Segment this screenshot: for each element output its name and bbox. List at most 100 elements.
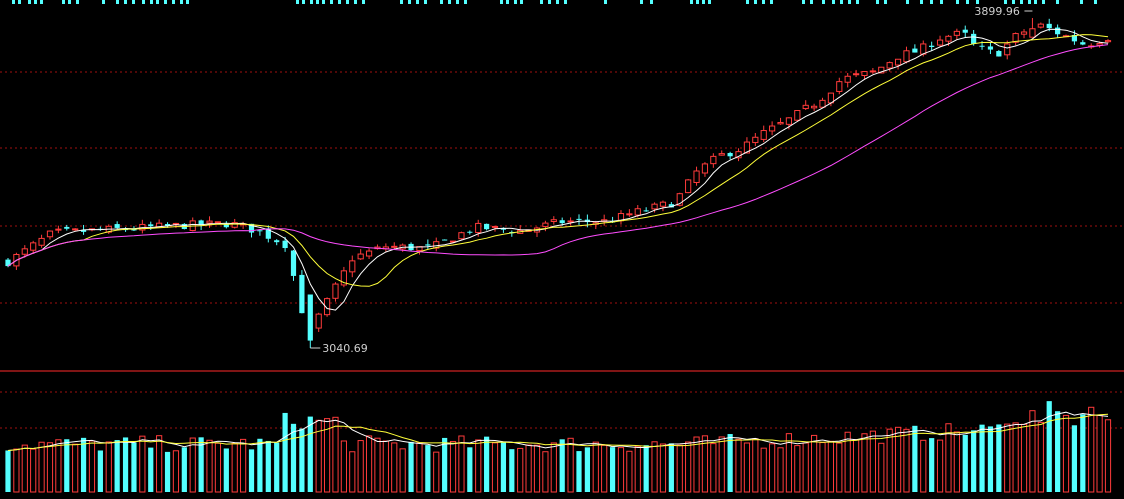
volume-bar-up (21, 444, 28, 493)
event-marker (156, 0, 159, 4)
candle-body-up (676, 193, 683, 206)
volume-bar-down (609, 447, 616, 492)
volume-bar-down (467, 447, 473, 492)
candle-body-down (987, 46, 994, 50)
volume-ma-lines (7, 411, 1109, 451)
candle-body-down (442, 239, 448, 241)
volume-bar-up (517, 447, 524, 493)
volume-bar-up (903, 428, 910, 493)
candle-body-down (80, 229, 87, 232)
event-marker (354, 0, 357, 4)
volume-bar-up (533, 444, 541, 493)
candle-body-up (861, 71, 868, 77)
volume-bar-up (240, 438, 247, 493)
volume-bar-down (1055, 411, 1061, 492)
candle-body-down (290, 250, 297, 276)
event-marker (650, 0, 653, 4)
candle-body-up (349, 260, 356, 273)
volume-bar-down (971, 430, 977, 492)
event-marker (966, 0, 969, 4)
volume-bar-up (55, 439, 62, 493)
volume-bar-up (13, 448, 20, 493)
volume-bar-up (827, 440, 835, 493)
ma-long-line (7, 44, 1109, 267)
event-marker (746, 0, 749, 4)
volume-bar-down (509, 449, 515, 492)
candle-body-up (626, 213, 633, 216)
event-marker (456, 0, 459, 4)
event-marker (1094, 0, 1097, 4)
event-marker (884, 0, 887, 4)
volume-bar-up (651, 441, 658, 493)
volume-bar-up (769, 443, 776, 493)
event-marker (330, 0, 333, 4)
candle-body-up (701, 163, 709, 174)
volume-bar-up (231, 442, 238, 493)
event-marker (556, 0, 559, 4)
volume-ma-long-line (7, 413, 1109, 451)
candle-body-down (500, 228, 507, 230)
candle-body-down (727, 153, 733, 157)
volume-bar-up (382, 440, 389, 493)
volume-bar-down (274, 442, 280, 492)
candle-body-up (886, 62, 893, 69)
volume-bar-up (1062, 414, 1070, 493)
event-marker (540, 0, 543, 4)
volume-bar-up (172, 450, 180, 493)
volume-bar-up (836, 442, 843, 493)
candle-body-up (206, 220, 213, 224)
candle-body-down (929, 45, 935, 47)
volume-bar-up (1012, 422, 1019, 493)
candle-body-up (55, 228, 62, 231)
candle-body-up (903, 50, 910, 63)
candle-body-up (811, 105, 818, 109)
event-marker (956, 0, 959, 4)
event-marker (132, 0, 135, 4)
volume-bar-up (710, 443, 717, 493)
candle-body-up (659, 201, 667, 207)
event-marker (400, 0, 403, 4)
event-marker (164, 0, 167, 4)
event-marker (690, 0, 693, 4)
volume-bar-up (525, 444, 532, 493)
candle-body-up (936, 39, 944, 46)
event-marker (920, 0, 923, 4)
candle-body-up (819, 99, 826, 108)
candle-body-up (491, 225, 499, 228)
volume-bar-down (584, 447, 590, 492)
candle-body-up (794, 110, 801, 121)
candle-body-up (710, 155, 717, 165)
candle-body-down (979, 45, 985, 47)
volume-bar-up (374, 437, 381, 493)
volume-bar-up (156, 435, 163, 493)
candle-body-up (945, 35, 952, 42)
volume-bar-down (996, 424, 1002, 492)
event-marker (520, 0, 523, 4)
volume-bar-up (206, 439, 213, 493)
volume-bar-up (567, 437, 574, 493)
high-price-label: 3899.96 (974, 5, 1020, 18)
candle-body-down (164, 223, 171, 226)
ma-short-line (7, 28, 1109, 311)
candle-body-down (576, 218, 582, 220)
candle-body-up (634, 208, 641, 216)
candle-body-down (425, 244, 431, 246)
event-marker (770, 0, 773, 4)
event-marker (464, 0, 467, 4)
volume-bar-down (64, 439, 70, 492)
candle-body-up (1104, 40, 1112, 43)
volume-bar-down (181, 447, 187, 492)
event-marker (1004, 0, 1007, 4)
candle-body-up (550, 219, 557, 222)
candle-body-up (752, 136, 759, 144)
candle-body-up (836, 81, 843, 92)
candle-body-up (357, 253, 364, 260)
candle-body-down (257, 230, 263, 232)
volume-bars-group (5, 401, 1112, 493)
event-marker (702, 0, 705, 4)
volume-bar-up (852, 439, 860, 493)
volume-bar-down (962, 434, 968, 492)
event-marker (18, 0, 21, 4)
volume-bar-down (727, 434, 733, 492)
candle-body-up (433, 241, 440, 249)
